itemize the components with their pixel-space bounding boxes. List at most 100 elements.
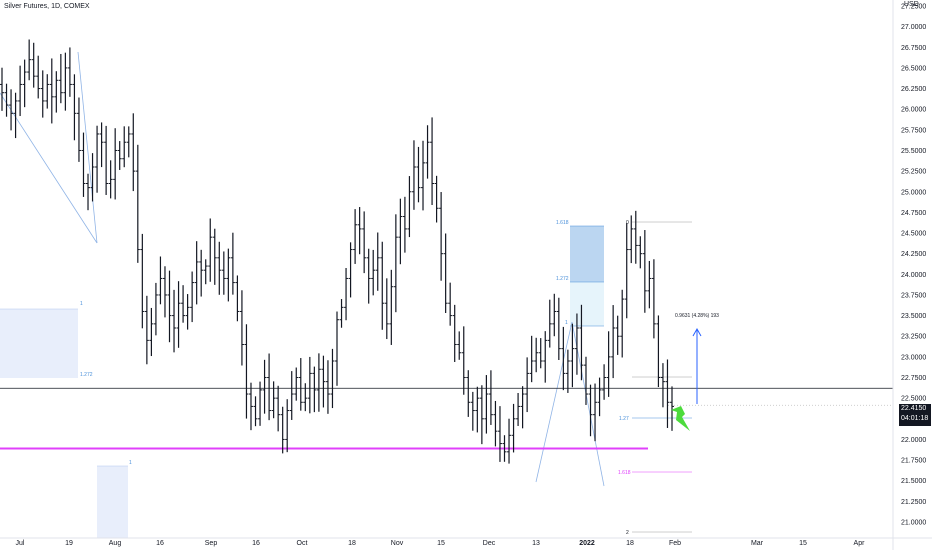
ohlc-bar [665, 359, 670, 428]
ohlc-bar [325, 360, 330, 414]
ohlc-bar [371, 249, 376, 296]
ohlc-bar [298, 358, 303, 411]
ohlc-bar [253, 396, 258, 427]
ohlc-bar [131, 113, 136, 192]
time-tick-label: Sep [205, 540, 218, 547]
time-tick-label: Aug [109, 540, 122, 547]
ohlc-bar [49, 58, 54, 124]
currency-label: USD [904, 1, 919, 8]
ohlc-bar [588, 384, 593, 437]
ohlc-bar [244, 324, 249, 419]
ohlc-bar [452, 304, 457, 362]
price-tick-label: 22.7500 [901, 375, 926, 382]
ohlc-bar [40, 70, 45, 118]
ohlc-bar [556, 297, 561, 361]
trend-line [77, 51, 98, 244]
ohlc-bar [398, 198, 403, 265]
ohlc-bar [81, 132, 86, 197]
ohlc-bar [583, 356, 588, 405]
ohlc-bar [434, 175, 439, 223]
ohlc-bar [366, 248, 371, 304]
ohlc-bar [606, 331, 611, 397]
price-tick-label: 24.0000 [901, 272, 926, 279]
price-tick-label: 26.5000 [901, 65, 926, 72]
ohlc-bar [357, 207, 362, 255]
ohlc-bar [516, 392, 521, 426]
ohlc-bar [330, 348, 335, 409]
ohlc-bar [443, 233, 448, 314]
price-tick-label: 23.0000 [901, 354, 926, 361]
ohlc-bar [194, 241, 199, 305]
ohlc-bar [18, 65, 23, 117]
ohlc-bar [629, 215, 634, 264]
ohlc-bar [58, 53, 63, 104]
price-tick-label: 24.7500 [901, 210, 926, 217]
ohlc-bar [638, 236, 643, 269]
time-tick-label: 15 [799, 540, 807, 547]
ohlc-bar [31, 42, 36, 88]
time-tick-label: 16 [252, 540, 260, 547]
price-tick-label: 27.0000 [901, 24, 926, 31]
ohlc-bar [344, 267, 349, 321]
ohlc-bar [226, 248, 231, 302]
ohlc-bar [108, 160, 113, 199]
ohlc-bar [493, 400, 498, 447]
price-tick-label: 21.7500 [901, 458, 926, 465]
ohlc-bar [0, 67, 4, 111]
time-tick-label: 2022 [579, 540, 595, 547]
ohlc-bar [402, 196, 407, 253]
ohlc-bar [543, 331, 548, 383]
ohlc-bar [430, 117, 435, 206]
time-tick-label: Oct [297, 540, 308, 547]
price-tick-label: 22.5000 [901, 396, 926, 403]
time-tick-label: Nov [391, 540, 404, 547]
ohlc-bar [579, 304, 584, 381]
ohlc-bar [457, 331, 462, 360]
ohlc-bar [280, 406, 285, 454]
ohlc-bar [574, 313, 579, 375]
ohlc-bar [597, 377, 602, 417]
fib-label: 1 [80, 301, 83, 307]
ohlc-bar [86, 173, 91, 211]
ohlc-bar [389, 269, 394, 345]
ohlc-bar [507, 418, 512, 464]
ohlc-bar [63, 52, 68, 111]
price-tick-label: 26.2500 [901, 86, 926, 93]
price-tick-label: 25.0000 [901, 189, 926, 196]
ohlc-bar [262, 359, 267, 414]
price-tick-label: 23.2500 [901, 334, 926, 341]
ohlc-bar [185, 294, 190, 330]
time-tick-label: 19 [65, 540, 73, 547]
ohlc-bar [135, 144, 140, 263]
price-tick-label: 26.0000 [901, 107, 926, 114]
ohlc-bar [199, 249, 204, 297]
ohlc-bar [335, 311, 339, 386]
fib-label: 1.618 [618, 470, 631, 476]
ohlc-bar [520, 386, 525, 429]
ohlc-bar [479, 385, 484, 445]
ohlc-bar [353, 209, 358, 264]
ohlc-bar [181, 285, 186, 323]
ohlc-bar [271, 381, 276, 419]
ohlc-bar [375, 232, 380, 291]
ohlc-bar [76, 97, 81, 162]
ohlc-bar [113, 128, 118, 200]
ohlc-bar [565, 349, 570, 393]
ohlc-bar [95, 125, 100, 193]
fib-label: 1.618 [556, 220, 569, 226]
ohlc-bar [470, 391, 475, 431]
price-tick-label: 24.5000 [901, 231, 926, 238]
ohlc-bar [651, 259, 656, 339]
ohlc-bar [104, 125, 109, 195]
fib-zone-1618 [570, 226, 604, 282]
fib-label: 1 [565, 320, 568, 326]
measurement-label: 0.9631 (4.28%) 193 [675, 313, 719, 319]
ohlc-bar [258, 381, 263, 426]
ohlc-bar [407, 176, 412, 238]
ohlc-bar [217, 241, 222, 295]
ohlc-bar [149, 307, 154, 357]
ohlc-bar [321, 355, 326, 408]
ohlc-bar [208, 218, 213, 282]
